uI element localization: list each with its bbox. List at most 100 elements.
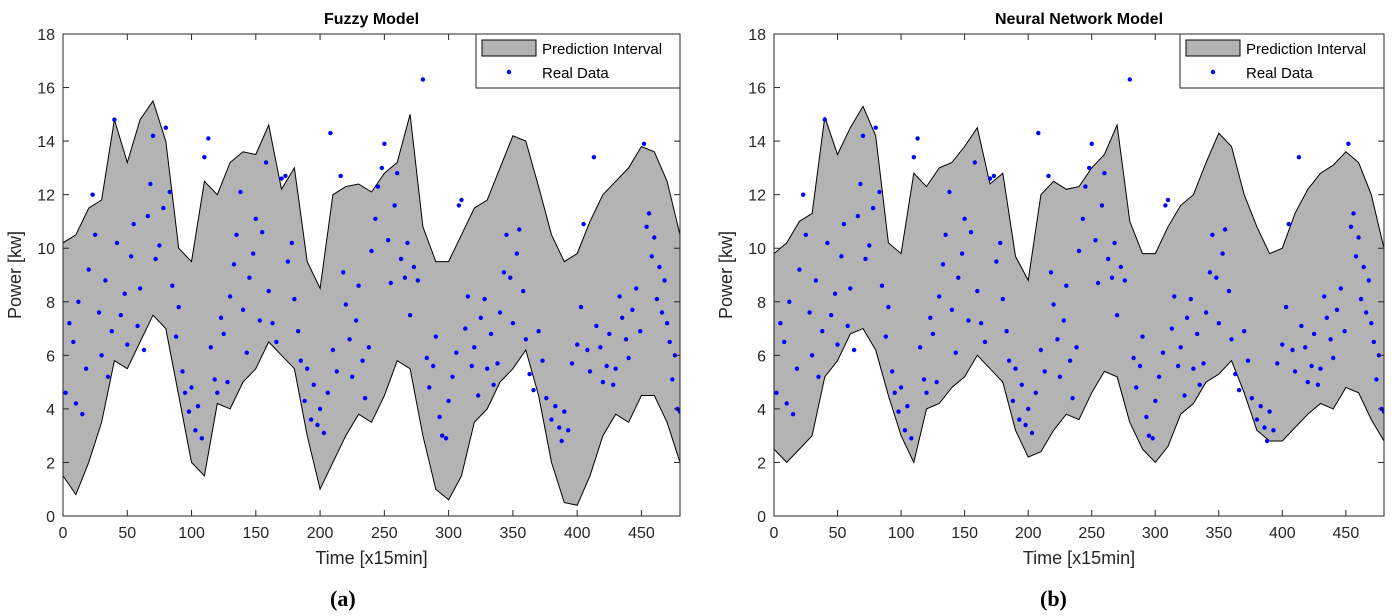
- fuzzy-axes-box: [62, 33, 681, 517]
- fuzzy-data-point-61: [260, 230, 265, 235]
- fuzzy-data-point-146: [544, 396, 549, 401]
- fuzzy-data-point-124: [469, 363, 474, 369]
- nn-data-point-172: [1338, 286, 1344, 291]
- nn-data-point-160: [1299, 323, 1304, 329]
- nn-data-point-168: [1324, 315, 1330, 320]
- nn-data-point-64: [978, 321, 984, 326]
- fuzzy-data-point-114: [437, 414, 442, 420]
- nn-y-tick-label-4: 4: [757, 402, 766, 419]
- fuzzy-data-point-156: [581, 221, 586, 227]
- fuzzy-legend: Prediction Interval Real Data: [475, 33, 681, 89]
- nn-data-point-112: [1137, 363, 1143, 369]
- fuzzy-data-point-170: [626, 355, 631, 361]
- nn-data-point-103: [1106, 256, 1111, 262]
- fuzzy-data-point-159: [591, 155, 597, 160]
- nn-data-point-145: [1245, 358, 1251, 363]
- nn-data-point-23: [848, 286, 853, 291]
- nn-data-point-123: [1172, 294, 1177, 299]
- fuzzy-data-point-136: [508, 275, 513, 280]
- fuzzy-data-point-129: [485, 366, 490, 371]
- nn-data-point-1: [778, 321, 783, 326]
- nn-data-point-39: [898, 385, 904, 390]
- fuzzy-data-point-140: [521, 288, 526, 294]
- fuzzy-data-point-117: [446, 398, 451, 404]
- nn-data-point-152: [1271, 428, 1276, 433]
- nn-data-point-33: [879, 283, 885, 288]
- fuzzy-data-point-130: [488, 331, 494, 337]
- fuzzy-data-point-71: [296, 329, 301, 334]
- nn-data-point-134: [1207, 270, 1213, 275]
- nn-data-point-110: [1131, 355, 1136, 361]
- nn-data-point-53: [943, 232, 948, 237]
- fuzzy-y-tick-label-12: 12: [37, 188, 55, 205]
- nn-data-point-185: [1374, 377, 1379, 382]
- fuzzy-data-point-91: [360, 358, 365, 363]
- nn-data-point-174: [1346, 141, 1351, 146]
- fuzzy-data-point-166: [613, 366, 618, 371]
- nn-data-point-72: [1006, 358, 1012, 363]
- fuzzy-y-axis-label: Power [kw]: [5, 231, 25, 319]
- nn-data-point-159: [1296, 155, 1302, 160]
- fuzzy-data-point-152: [566, 428, 571, 433]
- nn-data-point-92: [1070, 396, 1075, 401]
- nn-data-point-181: [1364, 310, 1369, 315]
- fuzzy-data-point-11: [99, 353, 104, 358]
- nn-y-tick-label-14: 14: [748, 134, 766, 151]
- fuzzy-data-point-112: [431, 363, 436, 369]
- nn-data-point-25: [855, 213, 861, 219]
- nn-y-axis-label: Power [kw]: [716, 231, 736, 319]
- nn-data-point-34: [883, 334, 888, 339]
- nn-data-point-142: [1233, 371, 1238, 377]
- nn-data-point-65: [982, 339, 988, 345]
- fuzzy-data-point-125: [472, 345, 477, 350]
- nn-data-point-76: [1019, 382, 1024, 387]
- fuzzy-data-point-133: [497, 310, 503, 315]
- fuzzy-data-point-77: [315, 422, 320, 428]
- nn-data-point-30: [870, 205, 876, 211]
- nn-x-tick-label-450: 450: [1333, 525, 1360, 542]
- nn-data-point-132: [1201, 361, 1206, 366]
- fuzzy-x-tick-label-0: 0: [59, 525, 68, 542]
- nn-data-point-20: [839, 254, 844, 259]
- fuzzy-data-point-167: [617, 294, 622, 299]
- fuzzy-data-point-32: [167, 189, 172, 195]
- fuzzy-data-point-28: [153, 256, 158, 262]
- nn-data-point-57: [956, 275, 961, 280]
- fuzzy-chart: 0 50 100 150 200 250 300 350 400 450 0 2 4 6 8 10 12 14 16…: [5, 11, 681, 568]
- nn-data-point-51: [937, 294, 942, 299]
- fuzzy-y-tick-label-0: 0: [46, 509, 55, 526]
- fuzzy-data-point-90: [356, 283, 361, 288]
- fuzzy-y-tick-label-14: 14: [37, 134, 55, 151]
- fuzzy-data-point-135: [504, 232, 509, 237]
- nn-data-point-138: [1220, 251, 1225, 256]
- nn-data-point-151: [1267, 409, 1272, 414]
- nn-data-point-95: [1080, 216, 1086, 221]
- nn-x-tick-label-200: 200: [1015, 525, 1042, 542]
- fuzzy-data-point-94: [369, 248, 374, 254]
- fuzzy-x-tick-label-50: 50: [118, 525, 136, 542]
- fuzzy-data-point-29: [157, 243, 162, 248]
- fuzzy-data-point-50: [225, 379, 230, 385]
- fuzzy-data-point-24: [141, 347, 147, 353]
- nn-data-point-183: [1369, 321, 1374, 326]
- fuzzy-data-point-55: [240, 307, 246, 312]
- fuzzy-data-point-68: [285, 259, 291, 264]
- nn-data-point-105: [1112, 240, 1117, 246]
- fuzzy-data-point-147: [549, 417, 554, 422]
- fuzzy-data-point-142: [527, 371, 532, 377]
- nn-data-point-97: [1087, 165, 1092, 171]
- nn-data-point-62: [972, 160, 977, 165]
- fuzzy-data-point-127: [478, 315, 483, 320]
- fuzzy-data-point-103: [398, 256, 404, 262]
- fuzzy-data-point-97: [379, 165, 384, 171]
- fuzzy-data-point-184: [667, 339, 672, 345]
- fuzzy-data-point-58: [251, 251, 256, 256]
- nn-data-point-109: [1127, 77, 1133, 82]
- nn-data-point-115: [1146, 433, 1152, 438]
- nn-data-point-42: [909, 436, 914, 441]
- fuzzy-data-point-118: [450, 374, 455, 379]
- nn-data-point-96: [1083, 184, 1088, 189]
- nn-data-point-171: [1334, 307, 1340, 312]
- nn-data-point-83: [1042, 369, 1047, 374]
- fuzzy-data-point-182: [662, 278, 667, 283]
